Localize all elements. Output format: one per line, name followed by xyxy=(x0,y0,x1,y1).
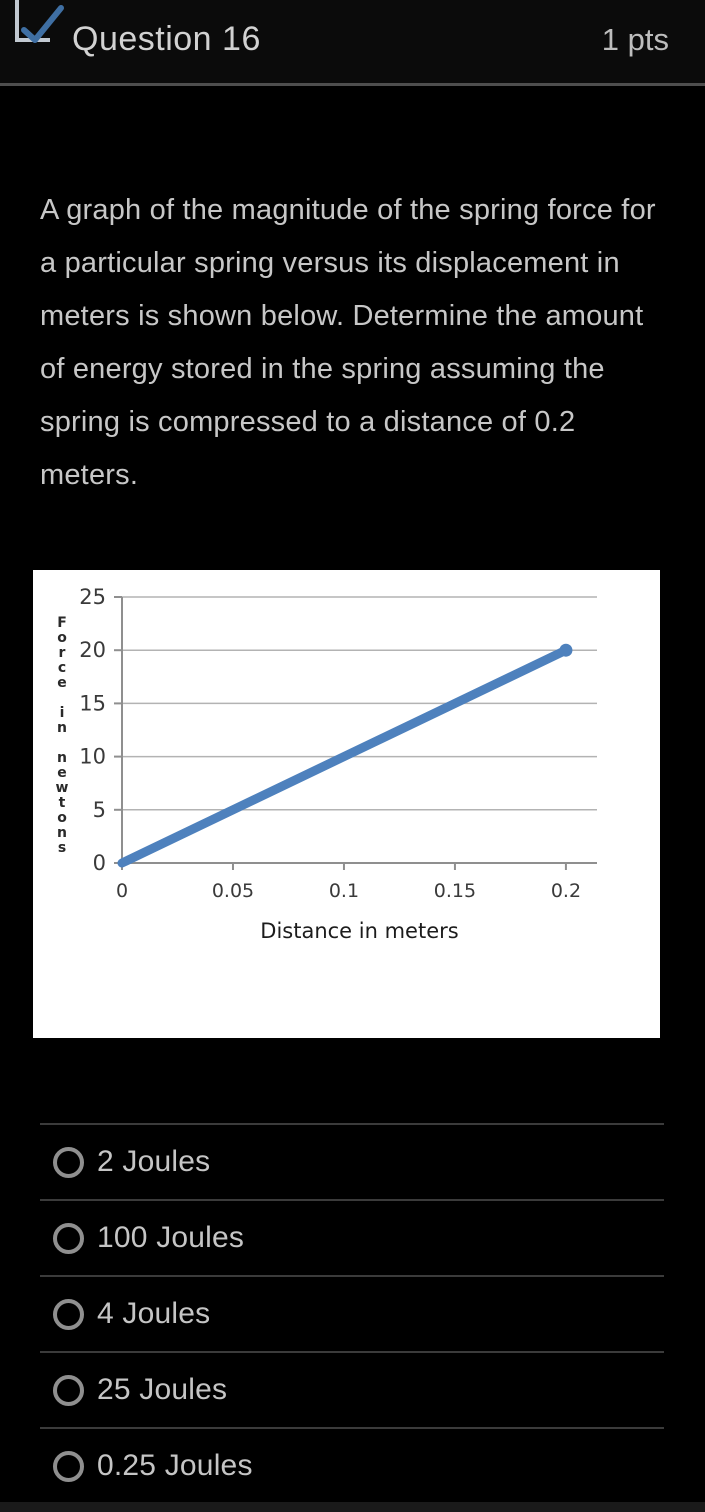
radio-button[interactable] xyxy=(53,1298,84,1330)
answer-option[interactable]: 4 Joules xyxy=(40,1275,664,1351)
svg-text:0.1: 0.1 xyxy=(329,880,359,902)
radio-button[interactable] xyxy=(53,1146,84,1178)
option-label: 25 Joules xyxy=(97,1373,228,1406)
answer-option[interactable]: 100 Joules xyxy=(40,1199,664,1275)
answer-options: 2 Joules 100 Joules 4 Joules 25 Joules 0… xyxy=(40,1123,664,1503)
option-label: 4 Joules xyxy=(97,1297,211,1330)
svg-text:0: 0 xyxy=(93,851,106,875)
radio-button[interactable] xyxy=(53,1374,84,1406)
svg-text:20: 20 xyxy=(79,638,106,662)
answer-option[interactable]: 25 Joules xyxy=(40,1351,664,1427)
answered-checkbox-icon xyxy=(15,0,64,43)
radio-button[interactable] xyxy=(53,1450,84,1482)
bottom-bar xyxy=(0,1502,705,1512)
option-label: 2 Joules xyxy=(97,1145,211,1178)
force-chart-svg: 0 5 10 15 20 25 0 0.05 0.1 0.15 0.2 Distance in met… xyxy=(79,585,597,943)
answer-option[interactable]: 0.25 Joules xyxy=(40,1427,664,1503)
option-label: 0.25 Joules xyxy=(97,1449,253,1482)
svg-text:0.05: 0.05 xyxy=(212,880,254,902)
question-text: A graph of the magnitude of the spring f… xyxy=(40,194,656,491)
answer-option[interactable]: 2 Joules xyxy=(40,1123,664,1199)
svg-text:15: 15 xyxy=(79,691,106,715)
svg-text:0.15: 0.15 xyxy=(434,880,476,902)
svg-text:25: 25 xyxy=(79,585,106,609)
option-label: 100 Joules xyxy=(97,1221,245,1254)
svg-text:5: 5 xyxy=(93,798,106,822)
svg-text:0: 0 xyxy=(116,880,128,902)
question-header: Question 16 1 pts xyxy=(0,0,705,86)
radio-button[interactable] xyxy=(53,1222,84,1254)
question-title: Question 16 xyxy=(72,20,261,58)
svg-text:0.2: 0.2 xyxy=(551,880,581,902)
svg-text:10: 10 xyxy=(79,745,106,769)
force-vs-distance-chart: 0 5 10 15 20 25 0 0.05 0.1 0.15 0.2 Distance in met… xyxy=(33,570,660,1038)
svg-text:Distance in meters: Distance in meters xyxy=(260,919,458,943)
question-points: 1 pts xyxy=(601,22,669,57)
